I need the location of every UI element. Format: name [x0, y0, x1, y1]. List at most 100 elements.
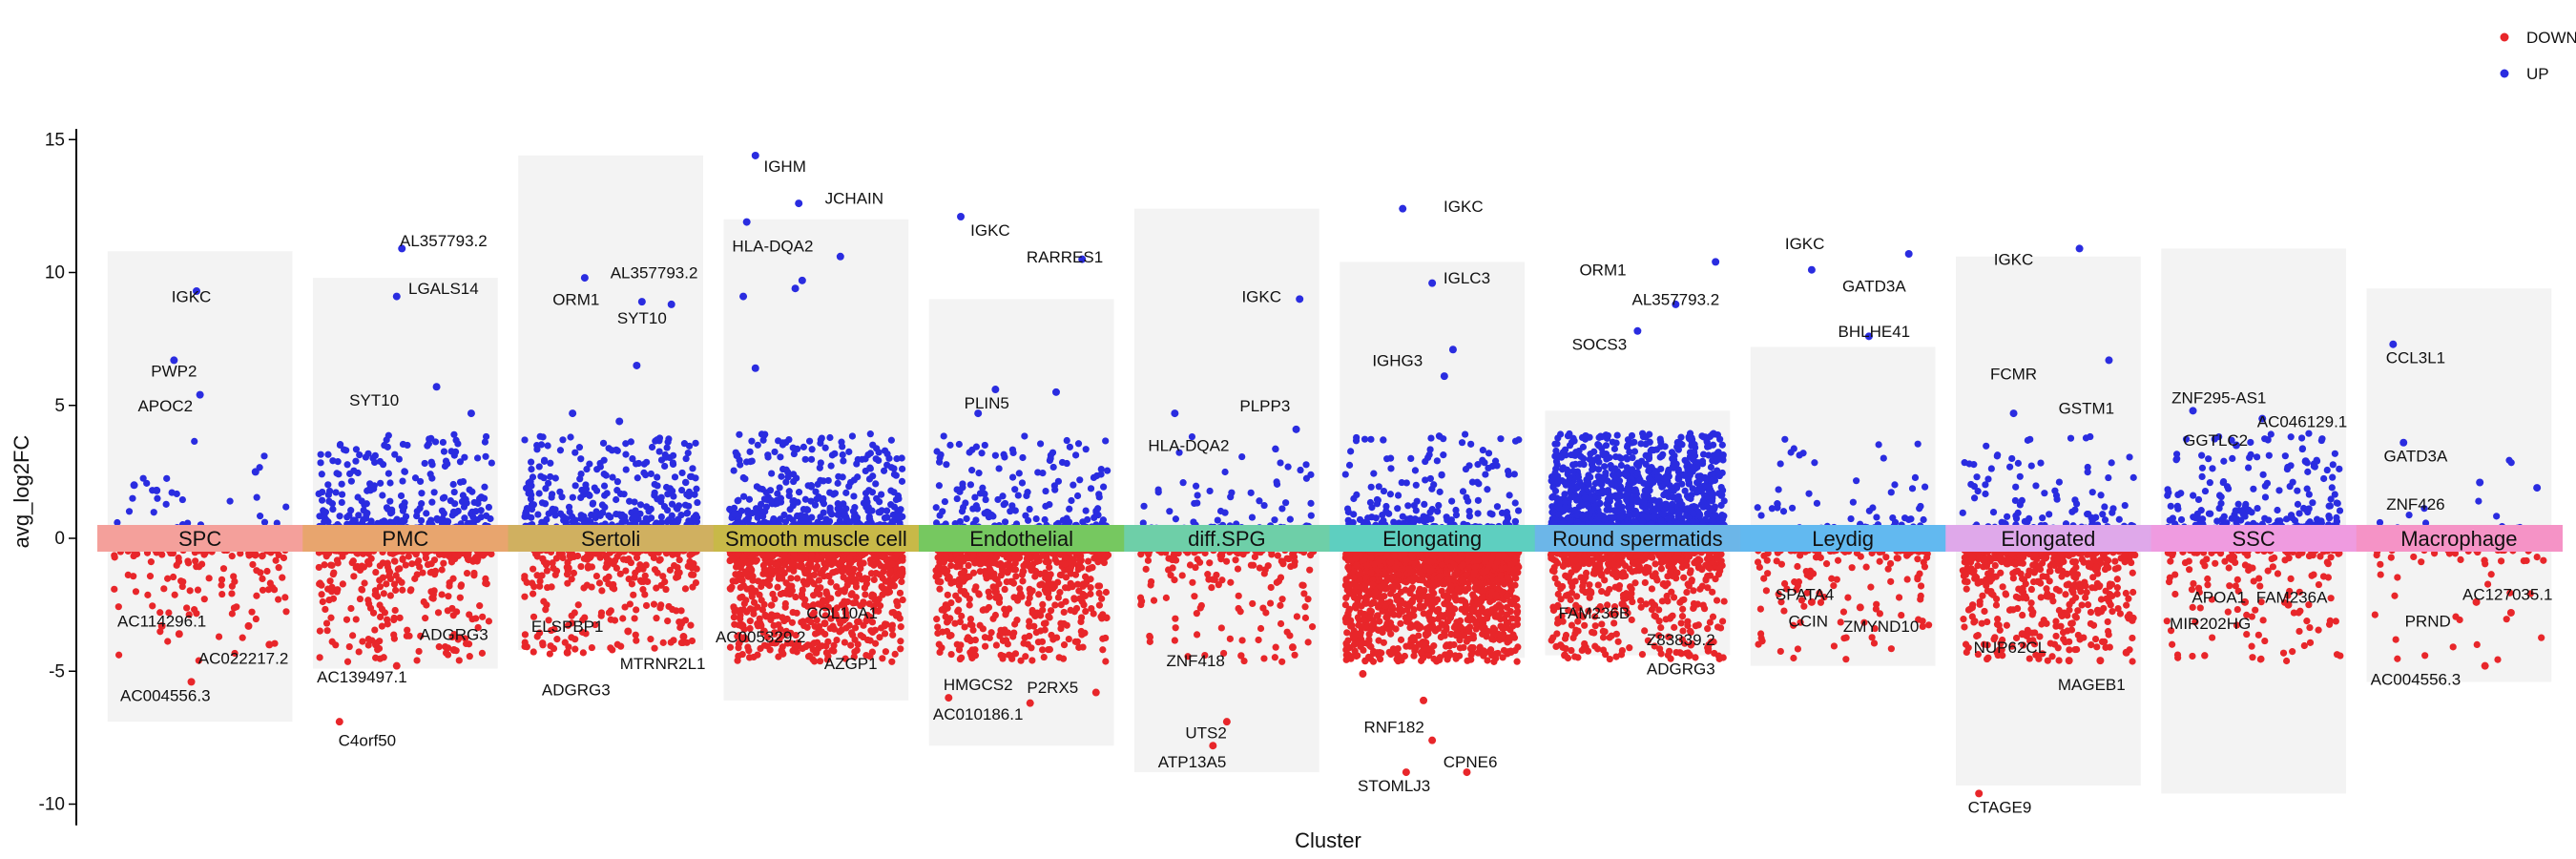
up-point	[677, 486, 686, 494]
up-point	[608, 447, 616, 454]
up-point	[972, 443, 981, 450]
down-point	[1060, 619, 1068, 628]
down-point	[605, 573, 613, 580]
down-point	[427, 588, 435, 596]
up-point	[1065, 518, 1073, 526]
down-point	[644, 577, 652, 586]
up-point	[1459, 488, 1467, 495]
down-point	[681, 585, 690, 593]
down-point	[841, 639, 848, 646]
down-point	[179, 577, 187, 586]
down-point	[1232, 556, 1239, 564]
down-point	[1238, 637, 1246, 644]
down-point	[945, 632, 954, 640]
down-point	[1257, 624, 1265, 633]
down-point	[570, 569, 578, 576]
up-point	[428, 498, 436, 506]
down-point	[377, 613, 384, 620]
up-point	[754, 441, 761, 449]
up-point	[150, 509, 157, 516]
down-point	[999, 655, 1007, 662]
down-point	[361, 579, 368, 587]
down-point	[1025, 599, 1032, 607]
down-point	[1008, 655, 1016, 662]
down-point	[454, 636, 462, 643]
up-point	[1095, 491, 1103, 498]
down-point	[662, 585, 670, 594]
up-point	[834, 479, 841, 487]
up-point	[377, 479, 384, 487]
up-point	[753, 508, 760, 516]
down-point	[812, 648, 821, 657]
down-point	[613, 553, 621, 560]
up-point	[663, 444, 671, 451]
up-point	[985, 509, 992, 516]
down-point	[971, 646, 979, 654]
down-point	[621, 603, 629, 611]
up-point	[527, 458, 535, 466]
up-point	[760, 431, 768, 440]
up-point	[1068, 496, 1075, 505]
up-point	[746, 448, 754, 455]
down-point	[266, 579, 274, 587]
up-point	[1375, 483, 1382, 491]
down-point	[326, 577, 334, 585]
down-point	[999, 567, 1007, 575]
down-point	[396, 614, 404, 621]
down-point	[759, 552, 767, 559]
down-point	[630, 591, 637, 598]
down-point	[275, 596, 282, 603]
up-point	[780, 511, 788, 519]
down-point	[521, 593, 529, 600]
up-point	[622, 450, 630, 458]
down-point	[631, 574, 638, 581]
up-point	[338, 498, 345, 507]
up-point	[617, 513, 626, 520]
down-point	[1308, 623, 1317, 631]
up-point	[1402, 479, 1410, 487]
down-point	[323, 627, 331, 635]
down-point	[997, 626, 1005, 634]
down-point	[158, 551, 166, 558]
down-point	[1060, 608, 1068, 617]
down-point	[1169, 555, 1176, 564]
up-point	[315, 490, 322, 498]
up-point	[537, 472, 545, 480]
down-point	[1277, 601, 1284, 609]
up-point	[933, 448, 941, 455]
up-point	[1011, 486, 1019, 493]
down-point	[934, 623, 942, 631]
down-point	[1217, 624, 1225, 632]
down-point	[1460, 643, 1467, 652]
down-point	[607, 607, 614, 615]
up-point	[850, 492, 858, 500]
down-point	[956, 655, 964, 663]
up-point	[343, 461, 351, 469]
up-point	[678, 469, 686, 477]
up-point	[736, 430, 743, 438]
down-point	[854, 640, 862, 648]
down-point	[521, 573, 529, 580]
up-point	[381, 517, 388, 525]
down-point	[616, 570, 624, 577]
down-point	[465, 556, 472, 564]
up-point	[1292, 425, 1300, 433]
down-point	[1162, 594, 1170, 601]
down-point	[745, 647, 753, 655]
up-point	[472, 508, 480, 515]
up-point	[1092, 507, 1100, 514]
down-point	[195, 657, 202, 664]
down-point	[352, 564, 360, 572]
up-point	[1485, 450, 1493, 457]
up-point	[352, 446, 361, 453]
up-point	[577, 455, 585, 463]
up-point	[1000, 450, 1008, 458]
down-point	[889, 631, 897, 639]
down-point	[146, 573, 155, 580]
up-point	[418, 490, 426, 497]
down-point	[1073, 638, 1082, 645]
down-point	[686, 557, 694, 566]
down-point	[1099, 646, 1107, 654]
down-point	[1042, 619, 1049, 627]
up-point	[1297, 466, 1304, 474]
